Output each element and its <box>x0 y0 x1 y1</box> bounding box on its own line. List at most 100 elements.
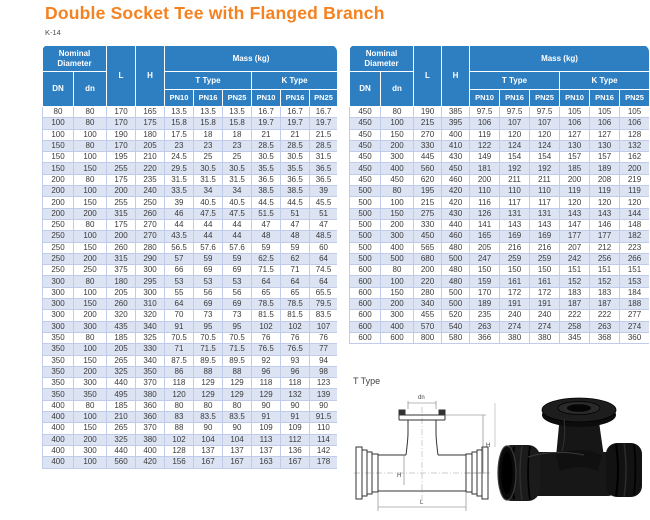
table-cell: 105 <box>589 105 620 119</box>
table-cell: 36.5 <box>308 173 337 187</box>
table-cell: 300 <box>73 320 107 333</box>
table-cell: 500 <box>349 185 381 198</box>
table-cell: 310 <box>135 298 165 311</box>
table-cell: 189 <box>469 298 500 311</box>
table-cell: 104 <box>193 433 223 446</box>
table-cell: 156 <box>164 456 194 469</box>
table-cell: 149 <box>469 151 500 164</box>
table-cell: 73 <box>193 309 223 322</box>
table-cell: 120 <box>499 128 530 141</box>
table-body: 450 80 190 385 97.5 97.5 97.5 105 105 105 450 100 21… <box>349 105 649 345</box>
header-L: L <box>106 45 136 107</box>
table-cell: 116 <box>469 196 500 209</box>
table-cell: 79.5 <box>308 298 337 311</box>
table-cell: 120 <box>164 388 194 401</box>
table-row: 450 200 330 410 122 124 124 130 130 132 <box>349 139 649 153</box>
table-cell: 175 <box>135 117 165 130</box>
table-cell: 170 <box>106 105 136 119</box>
table-cell: 102 <box>251 320 281 333</box>
table-cell: 450 <box>349 105 381 119</box>
table-cell: 187 <box>589 298 620 311</box>
table-cell: 180 <box>135 128 165 141</box>
table-cell: 150 <box>73 196 107 209</box>
spec-table-left: Nominal Diameter L H Mass (kg) DN dn T T… <box>42 45 337 469</box>
table-cell: 78.5 <box>251 298 281 311</box>
table-row: 400 80 185 360 80 80 80 90 90 90 <box>42 399 337 413</box>
table-cell: 170 <box>106 139 136 153</box>
table-cell: 455 <box>413 309 442 322</box>
table-cell: 137 <box>193 444 223 458</box>
table-cell: 300 <box>42 309 74 322</box>
header-t-type: T Type <box>469 71 560 90</box>
table-cell: 500 <box>380 252 414 266</box>
table-cell: 13.5 <box>222 105 252 119</box>
table-cell: 100 <box>73 230 107 243</box>
table-cell: 78.5 <box>280 298 310 311</box>
tee-fitting-product-photo <box>494 397 642 501</box>
table-row: 200 80 175 235 31.5 31.5 31.5 36.5 36.5 36.5 <box>42 173 337 187</box>
table-cell: 51 <box>280 207 310 220</box>
header-pn10: PN10 <box>559 89 590 107</box>
table-cell: 154 <box>529 151 560 164</box>
header-mass: Mass (kg) <box>468 45 649 72</box>
table-cell: 132 <box>280 388 310 401</box>
table-cell: 53 <box>222 275 252 288</box>
table-cell: 211 <box>499 173 530 187</box>
table-cell: 109 <box>251 422 281 435</box>
table-cell: 97.5 <box>499 105 530 119</box>
table-cell: 57.6 <box>193 241 223 254</box>
table-row: 300 100 205 300 55 56 56 65 65 65.5 <box>42 286 337 300</box>
table-cell: 53 <box>193 275 223 288</box>
table-row: 300 200 320 320 70 73 73 81.5 81.5 83.5 <box>42 309 337 322</box>
table-cell: 19.7 <box>280 117 310 130</box>
table-cell: 69 <box>222 264 252 277</box>
table-cell: 600 <box>349 264 381 277</box>
table-cell: 450 <box>349 117 381 130</box>
spec-table-right: Nominal Diameter L H Mass (kg) DN dn T T… <box>349 45 649 345</box>
table-cell: 181 <box>469 162 500 175</box>
table-cell: 211 <box>529 173 560 187</box>
table-row: 450 300 445 430 149 154 154 157 157 162 <box>349 151 649 164</box>
table-cell: 300 <box>380 151 414 164</box>
table-cell: 325 <box>106 433 136 446</box>
table-row: 500 200 330 440 141 143 143 147 146 148 <box>349 218 649 232</box>
table-cell: 59 <box>193 252 223 266</box>
table-cell: 165 <box>469 230 500 243</box>
table-cell: 100 <box>73 343 107 356</box>
table-cell: 300 <box>73 377 107 390</box>
table-cell: 106 <box>559 117 590 130</box>
table-cell: 190 <box>413 105 442 119</box>
table-cell: 250 <box>73 264 107 277</box>
table-cell: 169 <box>529 230 560 243</box>
table-cell: 80 <box>73 173 107 187</box>
table-cell: 118 <box>164 377 194 390</box>
table-header: Nominal Diameter L H Mass (kg) DN dn T T… <box>349 45 649 107</box>
table-cell: 80 <box>380 105 414 119</box>
table-cell: 200 <box>469 173 500 187</box>
table-cell: 350 <box>42 331 74 345</box>
table-cell: 540 <box>441 320 470 333</box>
table-cell: 80 <box>380 264 414 277</box>
table-cell: 90 <box>193 422 223 435</box>
table-cell: 28.5 <box>308 139 337 153</box>
table-cell: 192 <box>499 162 530 175</box>
table-cell: 136 <box>280 444 310 458</box>
table-cell: 35.5 <box>280 162 310 175</box>
table-cell: 420 <box>135 456 165 469</box>
table-cell: 126 <box>469 207 500 220</box>
figure-caption: T Type <box>353 376 381 386</box>
table-cell: 150 <box>529 264 560 277</box>
table-cell: 260 <box>135 207 165 220</box>
table-cell: 80 <box>222 399 252 413</box>
header-mass: Mass (kg) <box>163 45 337 72</box>
table-cell: 210 <box>106 411 136 424</box>
header-pn10: PN10 <box>164 89 194 107</box>
table-cell: 16.7 <box>308 105 337 119</box>
table-cell: 169 <box>499 230 530 243</box>
table-cell: 274 <box>499 320 530 333</box>
table-cell: 71 <box>280 264 310 277</box>
table-cell: 200 <box>42 207 74 220</box>
table-cell: 62 <box>280 252 310 266</box>
table-cell: 360 <box>135 411 165 424</box>
table-cell: 187 <box>559 298 590 311</box>
